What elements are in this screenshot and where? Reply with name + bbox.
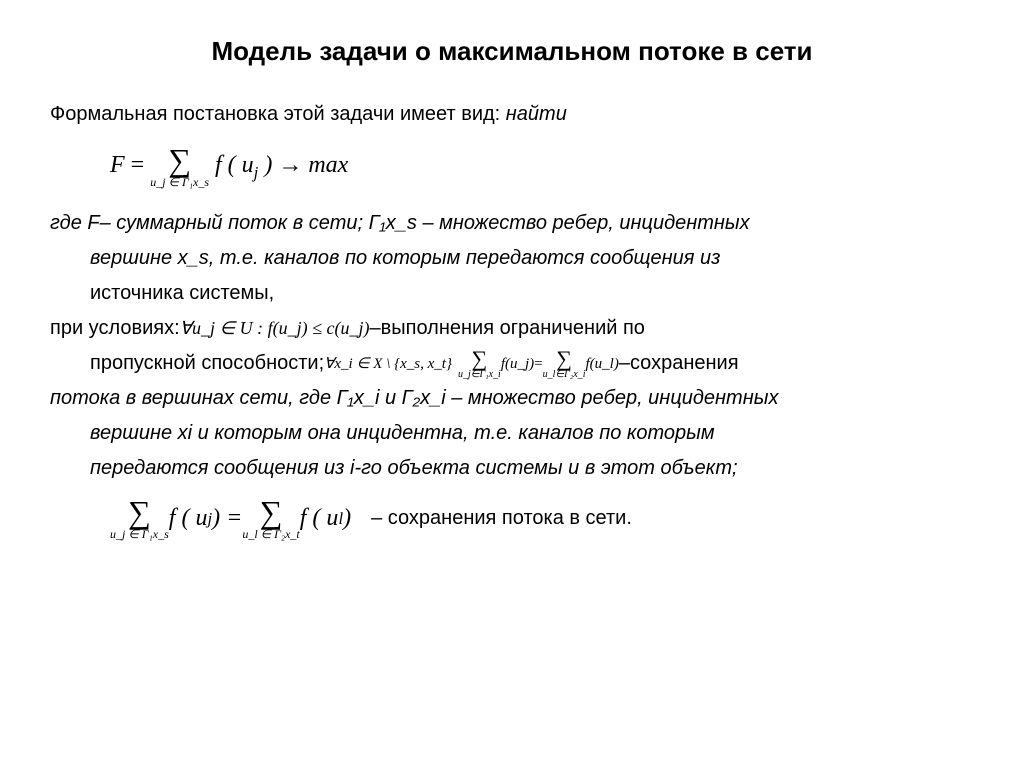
p3-tail: –сохранения — [619, 346, 739, 381]
f1-body: f ( u — [209, 152, 254, 178]
sum-operator-3b: ∑ u_l ∈ Γ₂x_t — [242, 496, 299, 540]
cond2-sum2-lim: u_l∈Γ₂x_i — [543, 370, 586, 380]
p2-l3: источника системы, — [90, 276, 974, 311]
f3-sum2-lim: u_l ∈ Γ₂x_t — [242, 528, 299, 540]
cond2-eq: = — [534, 351, 542, 377]
cond-capacity: ∀u_j ∈ U : f(u_j) ≤ c(u_j) — [180, 313, 370, 345]
sum-operator-2a: ∑ u_j∈Γ₁x_i — [458, 348, 501, 380]
sigma-icon: ∑ — [543, 348, 586, 370]
formula-conservation: ∑ u_j ∈ Γ₁x_s f ( uj ) = ∑ u_l ∈ Γ₂x_t f… — [110, 496, 974, 540]
p2-l2: вершине x_s, т.е. каналов по которым пер… — [90, 241, 974, 276]
sigma-icon: ∑ — [242, 496, 299, 528]
para-flow-conservation: потока в вершинах сети, где Г₁x_i и Г₂x_… — [50, 381, 974, 486]
intro-prefix: Формальная постановка этой задачи имеет … — [50, 103, 506, 125]
sigma-icon: ∑ — [110, 496, 169, 528]
f3-sum1-body: f ( u — [169, 497, 208, 539]
intro-line: Формальная постановка этой задачи имеет … — [50, 97, 974, 132]
page-title: Модель задачи о максимальном потоке в се… — [80, 36, 944, 67]
para-conditions-row2: пропускной способности; ∀x_i ∈ X \ {x_s,… — [90, 346, 974, 381]
cond2-sum1-lim: u_j∈Γ₁x_i — [458, 370, 501, 380]
sum-operator-1: ∑ u_j ∈ Γ₁x_s — [150, 144, 209, 188]
para-conditions-row1: при условиях: ∀u_j ∈ U : f(u_j) ≤ c(u_j)… — [50, 311, 974, 346]
slide-page: Модель задачи о максимальном потоке в се… — [0, 0, 1024, 570]
f3-close: ) — [343, 497, 351, 539]
p4-l1: потока в вершинах сети, где Г₁x_i и Г₂x_… — [50, 387, 778, 409]
sigma-icon: ∑ — [150, 144, 209, 176]
intro-italic: найти — [506, 103, 567, 125]
f1-eq: = — [125, 152, 151, 178]
p4-l3: передаются сообщения из i-го объекта сис… — [90, 451, 974, 486]
p3-l2-prefix: пропускной способности; — [90, 346, 324, 381]
formula-objective: F = ∑ u_j ∈ Γ₁x_s f ( uj ) → max — [110, 144, 974, 188]
body-content: Формальная постановка этой задачи имеет … — [50, 97, 974, 540]
cond2-sum2-body: f(u_l) — [586, 351, 619, 377]
p5-tail: – сохранения потока в сети. — [371, 501, 632, 536]
f1-sum-limit: u_j ∈ Γ₁x_s — [150, 176, 209, 188]
sum-operator-3a: ∑ u_j ∈ Γ₁x_s — [110, 496, 169, 540]
p3-prefix: при условиях: — [50, 311, 180, 346]
sum-operator-2b: ∑ u_l∈Γ₂x_i — [543, 348, 586, 380]
para-where: где F– суммарный поток в сети; Г₁x_s – м… — [50, 206, 974, 311]
sigma-icon: ∑ — [458, 348, 501, 370]
f1-body-close: ) → max — [258, 152, 348, 178]
f1-lhs: F — [110, 152, 125, 178]
p3-mid: –выполнения ограничений по — [370, 311, 645, 346]
f3-mid: ) = — [212, 497, 242, 539]
f3-sum1-lim: u_j ∈ Γ₁x_s — [110, 528, 169, 540]
cond2-sum1-body: f(u_j) — [501, 351, 534, 377]
p2-l1: где F– суммарный поток в сети; Г₁x_s – м… — [50, 212, 750, 234]
f3-sum2-body: f ( u — [300, 497, 339, 539]
cond2-forall: ∀x_i ∈ X \ {x_s, x_t} — [324, 351, 452, 377]
p4-l2: вершине xi и которым она инцидентна, т.е… — [90, 416, 974, 451]
